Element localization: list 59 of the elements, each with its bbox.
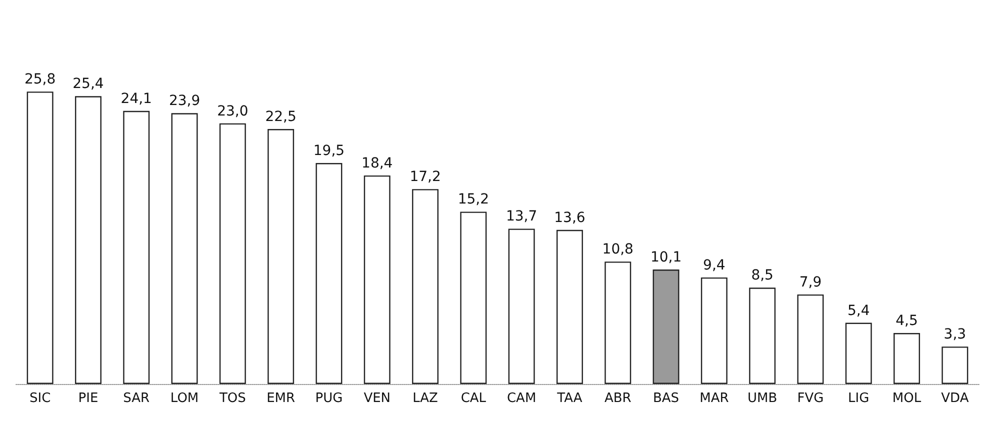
x-tick-label: SIC [29,391,51,406]
bar [364,175,390,384]
bar [123,110,150,384]
bar [845,322,872,384]
data-label: 25,4 [72,76,104,92]
bar [797,294,824,384]
x-tick-label: TOS [218,391,246,406]
bar [942,346,968,384]
data-label: 22,5 [265,109,296,125]
x-tick-label: EMR [266,391,296,406]
x-tick-label: FVG [797,391,824,406]
data-label: 9,4 [703,257,726,274]
bar [26,92,54,384]
bar [316,163,342,384]
data-label: 8,5 [751,268,774,284]
x-tick-label: CAM [506,391,536,406]
data-label: 25,8 [24,72,56,88]
bar [171,113,198,384]
data-label: 13,7 [506,208,538,225]
data-label: 7,9 [799,274,822,290]
x-tick-label: PUG [315,391,343,406]
data-label: 4,5 [896,313,918,329]
data-label: 17,2 [410,169,441,186]
x-tick-label: MAR [700,391,729,406]
x-tick-label: ABR [604,391,632,406]
data-label: 15,2 [458,192,490,208]
x-tick-label: PIE [78,391,98,406]
bar [219,123,246,384]
x-tick-label: TAA [556,391,582,406]
data-label: 13,6 [554,210,586,226]
bar [749,288,776,384]
x-tick-label: MOL [892,391,922,406]
bar [894,333,920,384]
bar [268,129,294,384]
x-tick-label: UMB [747,391,778,406]
x-tick-label: VDA [941,391,969,406]
bar [700,277,728,384]
data-label: 3,3 [944,326,966,343]
data-label: 18,4 [362,155,393,172]
bar [604,262,632,384]
bar [508,228,535,384]
bar [412,189,439,384]
data-label: 23,9 [168,93,200,110]
data-label: 19,5 [313,143,345,159]
data-label: 10,1 [650,250,682,266]
bar [556,230,583,384]
bar [460,212,487,384]
x-tick-label: LAZ [412,391,438,406]
data-label: 10,8 [602,242,634,258]
x-tick-label: LIG [848,391,870,406]
bar [74,96,102,384]
x-tick-label: BAS [652,391,680,406]
x-tick-label: VEN [364,391,391,406]
x-tick-label: CAL [460,391,487,406]
x-tick-label: SAR [123,391,150,406]
data-label: 24,1 [120,90,152,107]
data-label: 23,0 [217,103,248,120]
data-label: 5,4 [847,302,870,319]
x-tick-label: LOM [170,391,199,406]
